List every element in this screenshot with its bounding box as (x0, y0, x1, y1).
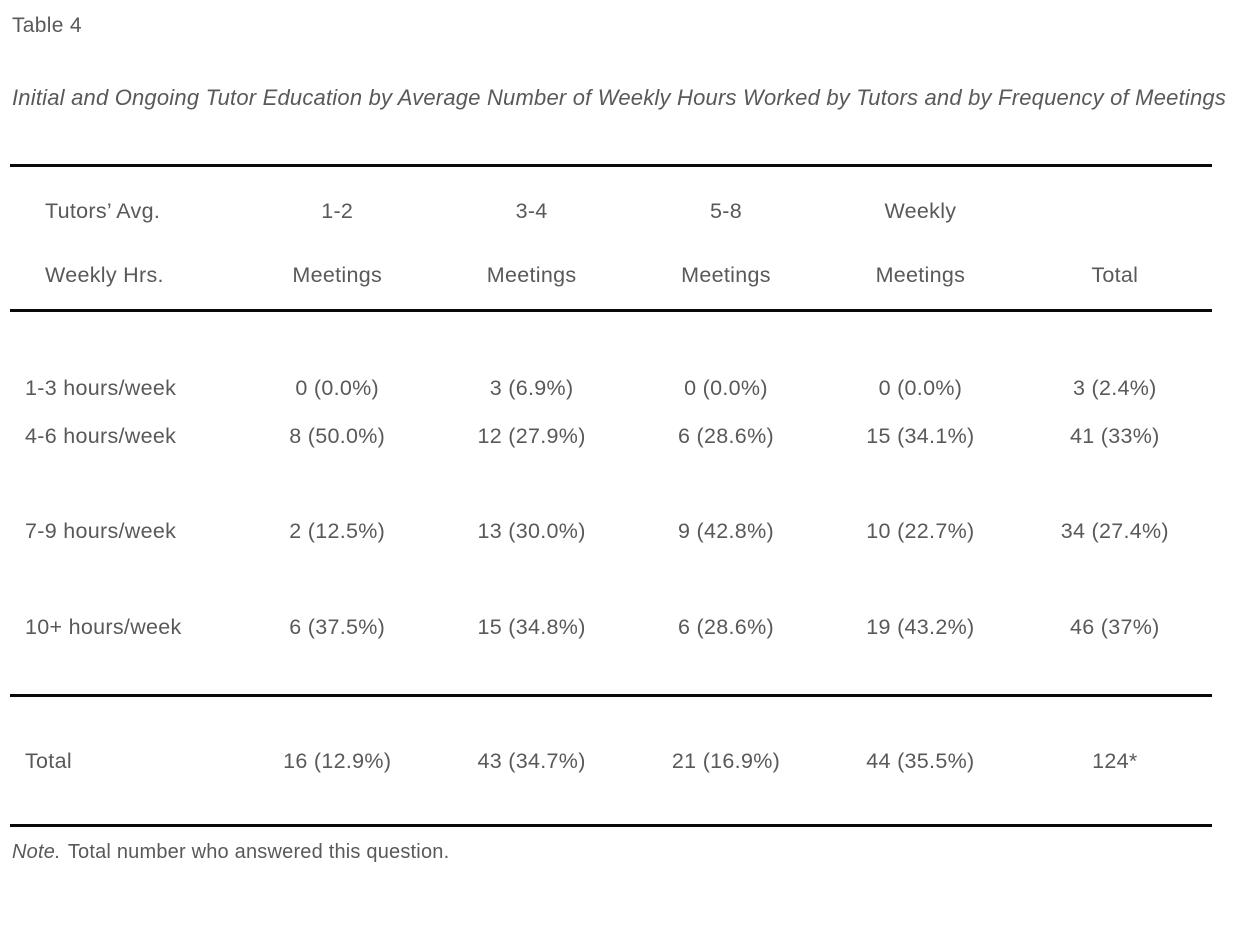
total-row-label: Total (25, 749, 72, 773)
table-header-row: Tutors’ Avg. Weekly Hrs. 1-2 Meetings 3-… (10, 167, 1212, 309)
table-cell: 15 (34.8%) (477, 615, 586, 639)
table-note: Note. Total number who answered this ques… (12, 840, 1236, 864)
table-rule-header-bottom (10, 309, 1212, 312)
total-row: Total 16 (12.9%) 43 (34.7%) 21 (16.9%) 4… (10, 749, 1212, 773)
header-col-total: Total (1018, 200, 1212, 286)
header-line: Tutors’ Avg. (45, 199, 161, 223)
header-line: Meetings (681, 263, 771, 287)
table-cell: 10 (22.7%) (866, 519, 975, 543)
table-row: 1-3 hours/week 0 (0.0%) 3 (6.9%) 0 (0.0%… (10, 376, 1212, 400)
header-col-5-8-meetings: 5-8 Meetings (629, 200, 823, 286)
paper-page: Table 4 Initial and Ongoing Tutor Educat… (0, 14, 1236, 934)
header-col-1-2-meetings: 1-2 Meetings (240, 200, 434, 286)
header-line: 3-4 (515, 199, 548, 223)
table-row: 10+ hours/week 6 (37.5%) 15 (34.8%) 6 (2… (10, 615, 1212, 639)
table-label: Table 4 (12, 14, 82, 37)
table-cell: 19 (43.2%) (866, 615, 975, 639)
table-cell: 6 (28.6%) (678, 615, 774, 639)
header-line: 5-8 (710, 199, 742, 223)
header-line: Total (1091, 263, 1139, 287)
table-cell: 6 (37.5%) (289, 615, 386, 639)
table-rule-bottom (10, 824, 1212, 827)
header-line: Weekly (884, 199, 957, 223)
table-row: 7-9 hours/week 2 (12.5%) 13 (30.0%) 9 (4… (10, 519, 1212, 543)
table-cell: 13 (30.0%) (477, 519, 586, 543)
table-cell: 6 (28.6%) (678, 424, 774, 448)
table-cell: 44 (35.5%) (866, 749, 975, 773)
table-cell: 0 (0.0%) (684, 376, 768, 400)
table-cell: 3 (6.9%) (489, 376, 574, 400)
table-cell: 12 (27.9%) (477, 424, 586, 448)
header-line: 1-2 (321, 199, 354, 223)
row-label: 7-9 hours/week (25, 519, 177, 543)
table-cell: 124* (1092, 749, 1138, 773)
note-text: Total number who answered this question. (67, 841, 450, 863)
table-cell: 0 (0.0%) (878, 376, 963, 400)
table-body: 1-3 hours/week 0 (0.0%) 3 (6.9%) 0 (0.0%… (10, 376, 1212, 694)
table-cell: 43 (34.7%) (477, 749, 586, 773)
row-label: 4-6 hours/week (25, 424, 177, 448)
table-cell: 16 (12.9%) (283, 749, 392, 773)
table-cell: 34 (27.4%) (1060, 519, 1169, 543)
row-label: 1-3 hours/week (25, 376, 177, 400)
table-cell: 15 (34.1%) (866, 424, 975, 448)
header-col-3-4-meetings: 3-4 Meetings (434, 200, 628, 286)
data-table: Tutors’ Avg. Weekly Hrs. 1-2 Meetings 3-… (10, 164, 1212, 827)
table-cell: 41 (33%) (1069, 424, 1160, 448)
table-cell: 46 (37%) (1069, 615, 1160, 639)
table-row: 4-6 hours/week 8 (50.0%) 12 (27.9%) 6 (2… (10, 424, 1212, 448)
note-prefix: Note. (12, 841, 61, 863)
header-line: Meetings (292, 263, 383, 287)
table-cell: 3 (2.4%) (1072, 376, 1157, 400)
table-cell: 9 (42.8%) (678, 519, 774, 543)
header-col-stub: Tutors’ Avg. Weekly Hrs. (10, 200, 240, 286)
table-cell: 8 (50.0%) (289, 424, 386, 448)
table-caption: Initial and Ongoing Tutor Education by A… (12, 85, 1227, 110)
table-rule-top (10, 164, 1212, 167)
table-total-section: Total 16 (12.9%) 43 (34.7%) 21 (16.9%) 4… (10, 697, 1212, 824)
header-col-weekly-meetings: Weekly Meetings (823, 200, 1017, 286)
table-cell: 0 (0.0%) (295, 376, 380, 400)
header-line: Meetings (486, 263, 577, 287)
table-cell: 2 (12.5%) (289, 519, 386, 543)
header-line: Meetings (875, 263, 966, 287)
row-label: 10+ hours/week (25, 615, 182, 639)
header-line (1018, 200, 1212, 222)
table-rule-total-top (10, 694, 1212, 697)
table-cell: 21 (16.9%) (671, 749, 781, 773)
header-line: Weekly Hrs. (45, 263, 164, 287)
